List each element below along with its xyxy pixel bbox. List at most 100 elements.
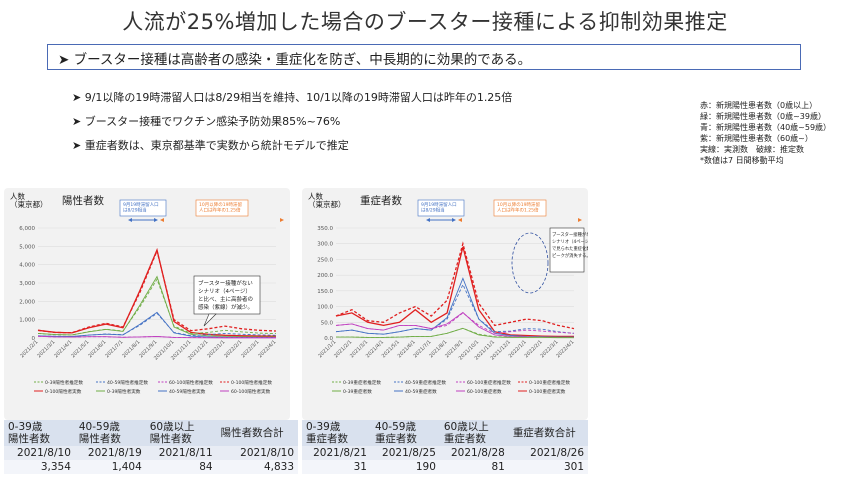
positives-summary-table: 0-39歳 陽性者数 40-59歳 陽性者数 60歳以上 陽性者数 陽性者数合計 2021/8… <box>4 420 298 474</box>
y-tick-label: 3,000 <box>19 281 35 287</box>
table-cell: 84 <box>145 460 217 474</box>
severe-chart-panel: 人数（東京都） 重症者数 350.0 300.0 250.0 200.0 150.0 100.… <box>302 188 588 420</box>
legend-label: 0-39重症者推定数 <box>343 379 381 386</box>
y-tick-label: 100.0 <box>317 305 333 311</box>
table-header-cell: 40-59歳 重症者数 <box>370 420 440 446</box>
legend-label: 60-100重症者推定数 <box>467 379 511 386</box>
arrow-head-icon <box>578 218 582 222</box>
highlight-ellipse <box>511 232 549 294</box>
legend-label: 60-100陽性者実数 <box>231 388 271 395</box>
y-tick-label: 5,000 <box>19 244 35 250</box>
annotation-box <box>417 199 465 217</box>
chart-title: 陽性者数 <box>62 194 104 207</box>
table-header-cell: 重症者数合計 <box>508 420 588 446</box>
table-cell: 81 <box>439 460 509 474</box>
chart-title: 重症者数 <box>360 194 402 207</box>
y-tick-label: 0.0 <box>324 336 333 342</box>
legend-label: 0-100陽性者実数 <box>45 388 82 395</box>
table-header-cell: 60歳以上 重症者数 <box>439 420 509 446</box>
annotation-box <box>195 199 249 217</box>
table-cell: 31 <box>302 460 371 474</box>
legend-note-line: 紫：新規陽性患者数（60歳~） <box>700 134 813 143</box>
arrow-head-icon <box>280 218 284 222</box>
arrow-head-icon <box>160 218 164 222</box>
table-cell: 2021/8/10 <box>4 446 75 460</box>
table-cell: 2021/8/28 <box>439 446 509 460</box>
table-cell: 2021/8/19 <box>74 446 146 460</box>
annotation-people-flow-oct: 10月以降の19時滞留人口は昨年の1.25倍 <box>199 201 242 214</box>
y-axis-label: 人数（東京都） <box>10 191 48 209</box>
series-line <box>37 335 276 339</box>
page-title: 人流が25%増加した場合のブースター接種による抑制効果推定 <box>122 10 728 34</box>
y-tick-label: 350.0 <box>317 226 333 232</box>
y-tick-label: 0 <box>32 336 36 342</box>
annotation-box <box>493 199 547 217</box>
table-header-cell: 陽性者数合計 <box>216 420 298 446</box>
legend-label: 0-39陽性者推定数 <box>45 379 83 386</box>
arrow-head-icon <box>426 218 430 222</box>
x-tick-label: 2022/4/1 <box>257 339 277 359</box>
legend-note-line: 実線：実測数 破線：推定数 <box>700 145 804 154</box>
y-tick-label: 4,000 <box>19 263 35 269</box>
table-cell: 2021/8/25 <box>370 446 440 460</box>
legend-label: 40-59重症者数 <box>405 388 437 395</box>
legend-label: 0-100重症者推定数 <box>529 379 570 386</box>
series-line <box>37 311 277 338</box>
y-tick-label: 2,000 <box>19 299 35 305</box>
table-cell: 2021/8/26 <box>508 446 588 460</box>
series-line <box>37 275 277 338</box>
callout-pointer <box>203 313 217 327</box>
table-cell: 301 <box>508 460 588 474</box>
legend-label: 0-100重症者実数 <box>529 388 566 395</box>
legend-note-line: 赤：新規陽性患者数（0歳以上） <box>700 101 818 110</box>
y-tick-label: 250.0 <box>317 257 333 263</box>
series-line <box>37 248 277 334</box>
series-line <box>336 327 574 339</box>
assumption-item: 9/1以降の19時滞留人口は8/29相当を維持、10/1以降の19時滞留人口は昨… <box>72 86 513 110</box>
legend-label: 60-100重症者数 <box>467 388 502 395</box>
table-cell: 2021/8/21 <box>302 446 371 460</box>
assumption-item: 重症者数は、東京都基準で実数から統計モデルで推定 <box>72 134 512 158</box>
y-tick-label: 300.0 <box>317 242 333 248</box>
legend-label: 0-100陽性者推定数 <box>231 379 272 386</box>
series-line <box>37 278 277 336</box>
legend-note-line: 青：新規陽性患者数（40歳~59歳） <box>700 123 832 132</box>
table-cell: 1,404 <box>74 460 146 474</box>
legend-label: 40-59重症者推定数 <box>405 379 446 386</box>
y-tick-label: 200.0 <box>317 273 333 279</box>
table-cell: 2021/8/10 <box>216 446 298 460</box>
legend-label: 60-100陽性者推定数 <box>169 379 213 386</box>
callout-text: ブースター接種がないシナリオ（4ページ）で見られた重症化数のピークが消失する。 <box>552 231 588 259</box>
arrow-head-icon <box>458 218 462 222</box>
series-line <box>335 246 574 338</box>
table-cell: 3,354 <box>4 460 75 474</box>
series-line <box>37 312 277 337</box>
annotation-box <box>119 199 167 217</box>
severe-summary-table: 0-39歳 重症者数 40-59歳 重症者数 60歳以上 重症者数 重症者数合計 2021/8… <box>302 420 588 474</box>
table-header-cell: 0-39歳 陽性者数 <box>4 420 75 446</box>
series-line <box>335 241 575 330</box>
color-legend-note: 赤：新規陽性患者数（0歳以上） 緑：新規陽性患者数（0歳~39歳） 青：新規陽性… <box>700 100 831 166</box>
legend-label: 40-59陽性者実数 <box>169 388 206 395</box>
summary-banner: ➤ ブースター接種は高齢者の感染・重症化を防ぎ、中長期的に効果的である。 <box>47 44 801 70</box>
y-tick-label: 1,000 <box>19 318 35 324</box>
table-header-cell: 40-59歳 陽性者数 <box>74 420 146 446</box>
y-tick-label: 6,000 <box>19 226 35 232</box>
series-line <box>335 283 575 335</box>
series-line <box>335 277 574 338</box>
y-tick-label: 150.0 <box>317 289 333 295</box>
legend-label: 0-39重症者数 <box>343 388 372 395</box>
legend-label: 40-59陽性者推定数 <box>107 379 148 386</box>
annotation-people-flow-oct: 10月以降の19時滞留人口は昨年の1.25倍 <box>497 201 540 214</box>
arrow-head-icon <box>128 218 132 222</box>
y-axis-label: 人数（東京都） <box>308 191 346 209</box>
table-cell: 4,833 <box>216 460 298 474</box>
annotation-people-flow-sept: 9月19時滞留人口は8/29相当 <box>421 201 457 214</box>
table-header-cell: 0-39歳 重症者数 <box>302 420 371 446</box>
callout-box <box>549 227 585 273</box>
positives-chart: 人数（東京都） 陽性者数 6,000 5,000 4,000 3,000 2,000 1,00… <box>10 191 284 395</box>
arrow-head-icon <box>154 218 158 222</box>
legend-note-line: *数値は7 日間移動平均 <box>700 156 784 165</box>
table-cell: 190 <box>370 460 440 474</box>
table-cell: 2021/8/11 <box>145 446 217 460</box>
